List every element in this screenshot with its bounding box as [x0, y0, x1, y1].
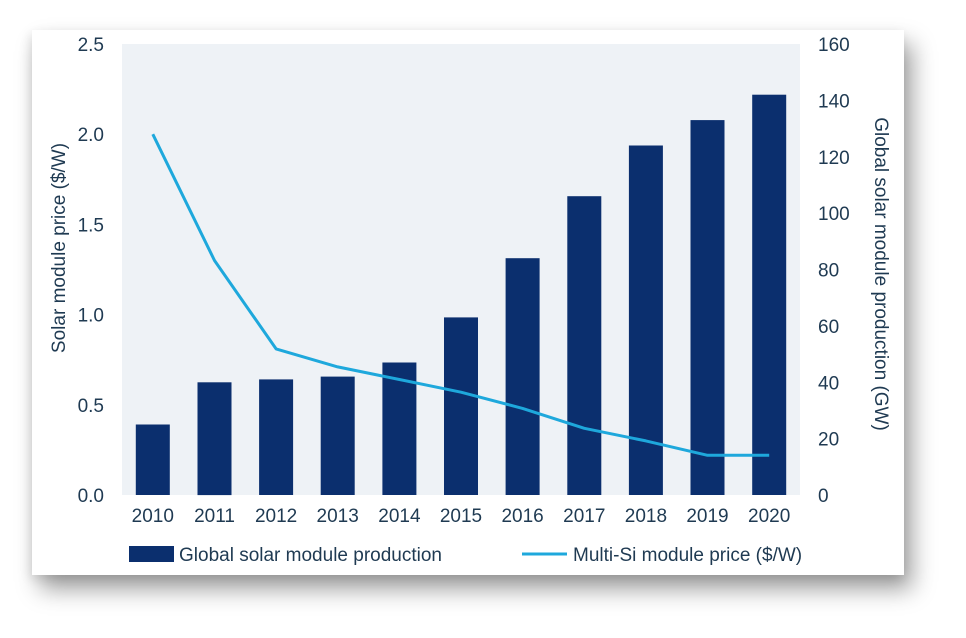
- right-tick-label: 100: [818, 204, 850, 225]
- left-axis-title: Solar module price ($/W): [49, 143, 70, 353]
- production-bar-2014: [382, 362, 417, 495]
- x-tick-label: 2019: [686, 506, 728, 527]
- production-bar-2020: [752, 94, 787, 495]
- right-tick-label: 160: [818, 35, 850, 56]
- x-tick-label: 2018: [625, 506, 667, 527]
- production-bar-2018: [628, 145, 663, 495]
- right-tick-label: 0: [818, 486, 829, 507]
- x-tick-label: 2015: [440, 506, 482, 527]
- left-axis-ticks: 0.0 0.5 1.0 1.5 2.0 2.5: [78, 35, 104, 507]
- x-axis-ticks: 2010 2011 2012 2013 2014 2015 2016 2017 2018 2019…: [132, 506, 791, 527]
- right-tick-label: 120: [818, 148, 850, 169]
- production-bar-2012: [259, 379, 294, 495]
- right-tick-label: 140: [818, 91, 850, 112]
- left-tick-label: 1.5: [78, 215, 104, 236]
- x-tick-label: 2014: [378, 506, 421, 527]
- right-tick-label: 40: [818, 373, 839, 394]
- production-bar-2016: [505, 258, 540, 495]
- x-tick-label: 2010: [132, 506, 174, 527]
- left-tick-label: 1.0: [78, 306, 104, 327]
- x-tick-label: 2020: [748, 506, 790, 527]
- chart-card: 0.0 0.5 1.0 1.5 2.0 2.5 0 20 40 60 80 100 120 140 160…: [32, 30, 904, 575]
- x-tick-label: 2013: [317, 506, 359, 527]
- production-bar-2013: [320, 376, 355, 495]
- x-tick-label: 2012: [255, 506, 297, 527]
- right-tick-label: 60: [818, 317, 839, 338]
- production-bar-2015: [444, 317, 478, 495]
- right-axis-title: Global solar module production (GW): [870, 117, 891, 431]
- legend-bar-swatch: [129, 546, 174, 562]
- x-tick-label: 2016: [501, 506, 543, 527]
- left-tick-label: 0.5: [78, 396, 104, 417]
- right-axis-ticks: 0 20 40 60 80 100 120 140 160: [818, 35, 850, 507]
- left-tick-label: 2.0: [78, 125, 104, 146]
- legend-line-label: Multi-Si module price ($/W): [573, 545, 802, 566]
- x-tick-label: 2017: [563, 506, 605, 527]
- right-tick-label: 80: [818, 261, 839, 282]
- production-bar-2019: [690, 120, 725, 495]
- production-bar-2010: [135, 424, 170, 495]
- legend: Global solar module production Multi-Si …: [129, 545, 802, 566]
- left-tick-label: 2.5: [78, 35, 104, 56]
- price-line: [151, 133, 770, 457]
- production-bars: [135, 94, 787, 496]
- chart: 0.0 0.5 1.0 1.5 2.0 2.5 0 20 40 60 80 100 120 140 160…: [49, 35, 891, 566]
- right-tick-label: 20: [818, 430, 839, 451]
- legend-bar-label: Global solar module production: [179, 545, 442, 566]
- production-bar-2011: [197, 382, 232, 496]
- x-tick-label: 2011: [194, 506, 235, 527]
- left-tick-label: 0.0: [78, 486, 104, 507]
- production-bar-2017: [567, 196, 602, 495]
